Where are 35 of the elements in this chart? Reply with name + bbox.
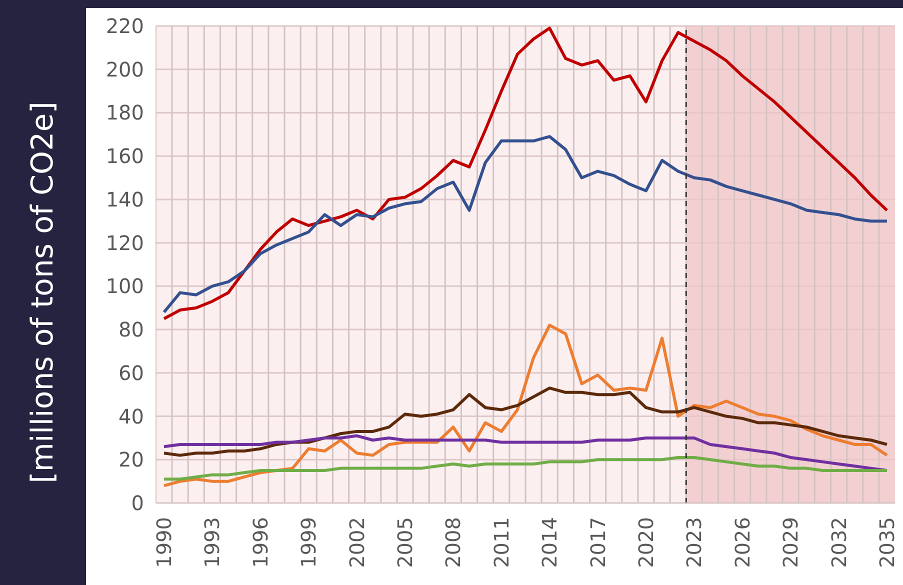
y-tick-label: 60 [118, 360, 144, 385]
y-tick-label: 0 [131, 491, 144, 515]
line-series [162, 386, 888, 457]
y-axis-title: [millions of tons of CO2e] [25, 102, 60, 484]
x-tick-label: 2017 [586, 517, 610, 568]
x-tick-label: 1990 [152, 517, 176, 568]
x-tick-label: 2023 [682, 517, 706, 568]
x-tick-label: 2014 [538, 517, 562, 568]
y-tick-label: 120 [106, 230, 144, 255]
y-tick-label: 160 [106, 144, 144, 168]
y-tick-label: 20 [118, 448, 144, 472]
y-tick-label: 40 [118, 404, 144, 428]
x-tick-label: 2020 [634, 517, 658, 568]
line-series [162, 324, 888, 488]
x-tick-label: 2032 [826, 517, 851, 568]
line-series [162, 26, 888, 320]
x-tick-label: 2005 [393, 517, 418, 568]
y-tick-label: 80 [118, 318, 144, 342]
line-series [162, 456, 888, 481]
x-tick-label: 2026 [730, 517, 754, 568]
x-tick-label: 2029 [778, 517, 803, 568]
x-tick-label: 2002 [344, 517, 369, 568]
x-tick-label: 1999 [296, 517, 321, 568]
x-tick-label: 2035 [874, 517, 899, 568]
y-tick-label: 200 [106, 57, 144, 82]
y-tick-label: 180 [106, 100, 144, 125]
line-series [162, 135, 888, 314]
x-tick-label: 2011 [489, 517, 514, 568]
x-tick-label: 2008 [441, 517, 466, 568]
y-tick-label: 100 [106, 274, 144, 298]
x-tick-label: 1993 [200, 517, 224, 568]
y-tick-label: 220 [106, 14, 144, 38]
line-series [162, 434, 888, 472]
y-tick-label: 140 [106, 187, 144, 212]
x-tick-label: 1996 [248, 517, 272, 568]
